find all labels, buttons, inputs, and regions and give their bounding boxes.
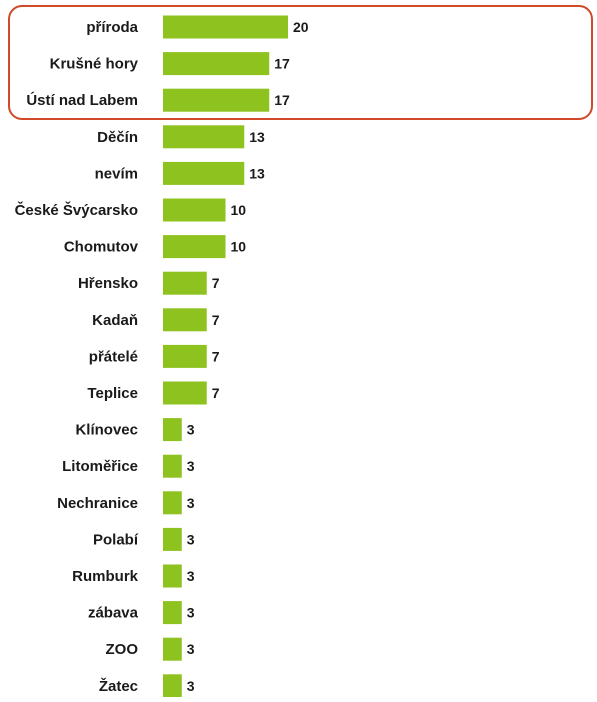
category-label: Kadaň: [92, 312, 138, 329]
bar: [163, 638, 182, 661]
value-label: 7: [212, 348, 220, 364]
value-label: 13: [249, 129, 265, 145]
value-label: 10: [231, 202, 247, 218]
bar: [163, 455, 182, 478]
category-label: Polabí: [93, 531, 139, 548]
bar: [163, 345, 207, 368]
category-label: zábava: [88, 605, 139, 622]
value-label: 20: [293, 19, 309, 35]
category-label: České Švýcarsko: [15, 201, 138, 219]
bar: [163, 601, 182, 624]
category-label: Děčín: [97, 129, 138, 146]
value-label: 3: [187, 531, 195, 547]
bar: [163, 235, 226, 258]
bar: [163, 674, 182, 697]
category-label: Rumburk: [72, 568, 138, 585]
category-label: Žatec: [99, 677, 138, 695]
value-label: 3: [187, 495, 195, 511]
bar: [163, 162, 244, 185]
category-label: Krušné hory: [50, 56, 139, 73]
value-label: 17: [274, 92, 290, 108]
value-label: 7: [212, 385, 220, 401]
bar: [163, 89, 269, 112]
bar: [163, 418, 182, 441]
bars-layer: příroda 20 Krušné hory 17 Ústí nad Labem 17 Dě…: [15, 16, 309, 698]
category-label: příroda: [86, 19, 138, 36]
category-label: Hřensko: [78, 275, 138, 292]
value-label: 3: [187, 605, 195, 621]
bar: [163, 308, 207, 331]
bar: [163, 16, 288, 39]
category-label: Teplice: [87, 385, 138, 402]
value-label: 13: [249, 165, 265, 181]
category-label: přátelé: [89, 348, 138, 365]
value-label: 10: [231, 239, 247, 255]
bar: [163, 565, 182, 588]
category-label: Litoměřice: [62, 458, 138, 475]
category-label: nevím: [95, 165, 138, 182]
category-label: Klínovec: [75, 422, 138, 439]
value-label: 7: [212, 275, 220, 291]
bar: [163, 272, 207, 295]
value-label: 3: [187, 678, 195, 694]
bar: [163, 52, 269, 75]
category-label: Nechranice: [57, 495, 138, 512]
bar: [163, 491, 182, 514]
bar: [163, 382, 207, 405]
category-label: Ústí nad Labem: [26, 91, 138, 109]
category-label: ZOO: [106, 641, 139, 658]
value-label: 3: [187, 568, 195, 584]
value-label: 3: [187, 458, 195, 474]
bar: [163, 125, 244, 148]
bar: [163, 528, 182, 551]
value-label: 7: [212, 312, 220, 328]
value-label: 17: [274, 56, 290, 72]
value-label: 3: [187, 641, 195, 657]
value-label: 3: [187, 422, 195, 438]
category-label: Chomutov: [64, 239, 139, 256]
bar: [163, 199, 226, 222]
